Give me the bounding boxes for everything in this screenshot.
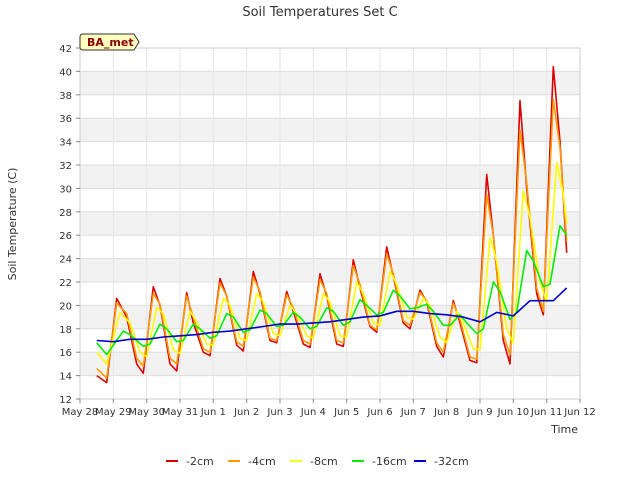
legend-label: -8cm [310, 455, 338, 468]
plot-frame [79, 47, 581, 400]
y-tick-label: 40 [59, 67, 72, 78]
y-tick-label: 28 [59, 208, 72, 219]
y-tick-label: 12 [59, 395, 72, 406]
y-axis-ticks: 12 14 16 18 20 22 24 26 28 30 32 34 36 38 40 42 [59, 44, 80, 406]
x-tick-label: Jun 10 [497, 407, 530, 418]
legend-label: -4cm [248, 455, 276, 468]
plot-band [80, 282, 580, 306]
x-tick-label: Jun 6 [366, 407, 392, 418]
plot-band [80, 375, 580, 399]
y-tick-label: 30 [59, 184, 72, 195]
station-badge-label: BA_met [87, 36, 134, 49]
series-layer [96, 65, 568, 384]
y-tick-label: 20 [59, 301, 72, 312]
plot-band [80, 94, 580, 119]
x-tick-label: May 28 [62, 407, 99, 418]
plot-band [80, 328, 580, 353]
y-tick-label: 34 [59, 138, 72, 149]
legend-label: -32cm [434, 455, 469, 468]
plot-background [80, 48, 580, 399]
x-tick-label: Jun 8 [433, 407, 459, 418]
x-tick-label: Jun 5 [333, 407, 359, 418]
plot-band [80, 352, 580, 376]
x-tick-label: May 31 [162, 407, 199, 418]
x-tick-label: May 29 [95, 407, 132, 418]
x-tick-label: Jun 4 [300, 407, 326, 418]
legend-label: -16cm [372, 455, 407, 468]
station-badge: BA_met [79, 33, 140, 51]
plot-band [80, 48, 580, 72]
chart-title: Soil Temperatures Set C [242, 5, 397, 20]
x-tick-label: Jun 1 [200, 407, 226, 418]
y-tick-label: 22 [59, 278, 72, 289]
x-tick-label: Jun 2 [233, 407, 259, 418]
y-tick-label: 18 [59, 325, 72, 336]
y-tick-label: 26 [59, 231, 72, 242]
plot-band [80, 141, 580, 165]
y-tick-label: 42 [59, 44, 72, 55]
x-tick-label: Jun 12 [563, 407, 596, 418]
y-axis-label: Soil Temperature (C) [6, 168, 19, 281]
x-tick-label: Jun 9 [466, 407, 492, 418]
x-tick-label: May 30 [128, 407, 165, 418]
x-tick-label: Jun 11 [530, 407, 563, 418]
x-axis-label: Time [550, 423, 578, 436]
y-tick-label: 32 [59, 161, 72, 172]
legend: -2cm -4cm -8cm -16cm -32cm [166, 455, 469, 468]
x-tick-label: Jun 7 [400, 407, 426, 418]
series-line-32cmcm [96, 287, 568, 343]
x-tick-label: Jun 3 [266, 407, 292, 418]
legend-label: -2cm [186, 455, 214, 468]
y-tick-label: 36 [59, 114, 72, 125]
y-tick-label: 38 [59, 91, 72, 102]
plot-band [80, 188, 580, 212]
station-badge-shape [79, 33, 140, 51]
y-tick-label: 24 [59, 255, 72, 266]
plot-band [80, 235, 580, 259]
y-tick-label: 14 [59, 372, 72, 383]
plot-band [80, 305, 580, 329]
plot-band [80, 118, 580, 142]
y-tick-label: 16 [59, 348, 72, 359]
plot-band [80, 165, 580, 189]
plot-band [80, 258, 580, 282]
plot-band [80, 71, 580, 95]
series-line-16cmcm [96, 225, 568, 356]
plot-band [80, 211, 580, 236]
